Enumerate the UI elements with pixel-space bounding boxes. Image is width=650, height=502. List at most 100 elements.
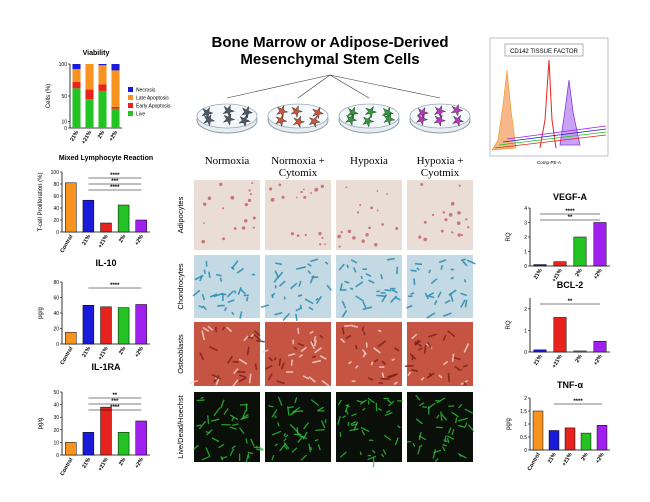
texture xyxy=(231,445,236,450)
micrograph xyxy=(194,255,260,318)
texture xyxy=(297,435,304,443)
texture xyxy=(422,406,427,408)
bar-segment xyxy=(111,106,120,109)
texture xyxy=(363,331,366,336)
texture xyxy=(227,299,235,304)
texture xyxy=(361,430,366,436)
texture xyxy=(201,293,206,301)
texture xyxy=(220,399,225,409)
significance: **** xyxy=(110,283,120,289)
texture xyxy=(456,221,461,225)
y-tick-label: 1 xyxy=(524,250,527,256)
x-tick-label: 2% xyxy=(575,268,584,278)
micrograph xyxy=(265,392,331,462)
texture xyxy=(287,353,296,357)
texture xyxy=(428,333,437,338)
texture xyxy=(223,306,228,312)
texture xyxy=(344,280,350,284)
texture xyxy=(307,270,312,275)
y-axis-label: T-cell Proliferation (%) xyxy=(38,172,44,231)
texture xyxy=(239,288,246,295)
texture xyxy=(367,397,375,404)
x-tick-label: 2% xyxy=(575,354,584,364)
texture xyxy=(294,397,298,404)
significance: **** xyxy=(110,185,120,191)
texture xyxy=(462,260,468,267)
texture xyxy=(432,449,437,459)
y-tick-label: 0 xyxy=(64,126,67,132)
texture xyxy=(434,458,439,462)
texture xyxy=(303,195,307,199)
texture xyxy=(404,364,414,368)
texture xyxy=(223,408,229,415)
bar-segment xyxy=(111,70,120,107)
x-tick-label: +21% xyxy=(81,130,93,145)
x-tick-label: +2% xyxy=(595,452,606,465)
texture xyxy=(391,358,395,362)
texture xyxy=(300,454,308,461)
texture xyxy=(381,294,388,303)
texture xyxy=(386,193,389,195)
texture xyxy=(324,419,327,424)
texture xyxy=(394,296,401,301)
cell-icon xyxy=(344,113,358,127)
texture xyxy=(315,297,319,301)
texture xyxy=(244,219,248,223)
texture xyxy=(290,359,294,366)
texture xyxy=(341,300,347,309)
bar xyxy=(117,204,130,233)
texture xyxy=(345,186,348,189)
texture xyxy=(388,400,395,407)
flow-trace xyxy=(502,128,607,143)
texture xyxy=(410,292,415,296)
texture xyxy=(205,428,213,436)
legend-swatch xyxy=(128,111,133,116)
texture xyxy=(208,271,211,278)
texture xyxy=(271,294,274,299)
texture xyxy=(207,325,214,331)
texture xyxy=(410,269,417,272)
texture xyxy=(414,340,422,346)
texture xyxy=(205,447,211,457)
texture xyxy=(226,355,234,364)
texture xyxy=(317,406,324,412)
row-label: Osteoblasts xyxy=(176,334,185,374)
texture xyxy=(260,304,270,309)
texture xyxy=(450,201,455,206)
texture xyxy=(198,305,204,309)
texture xyxy=(340,338,346,344)
texture xyxy=(428,372,432,377)
texture xyxy=(359,451,362,456)
bar xyxy=(82,432,95,456)
texture xyxy=(342,415,347,419)
texture xyxy=(202,326,210,333)
bar xyxy=(580,432,592,451)
texture xyxy=(256,448,264,451)
y-tick-label: 80 xyxy=(53,280,59,286)
connector xyxy=(329,74,370,99)
bar-segment xyxy=(72,64,81,70)
texture xyxy=(222,326,226,331)
texture xyxy=(370,361,374,366)
texture xyxy=(222,207,225,210)
texture xyxy=(252,226,255,229)
texture xyxy=(377,407,383,411)
texture xyxy=(274,270,280,278)
texture xyxy=(356,211,360,214)
texture xyxy=(232,379,239,387)
texture xyxy=(411,333,418,340)
bar xyxy=(548,430,560,451)
cell-icon xyxy=(290,104,304,118)
flow-xlabel: Comp-PE-A xyxy=(537,160,561,165)
bar-segment xyxy=(111,108,120,128)
texture xyxy=(213,407,221,416)
texture xyxy=(237,287,242,295)
texture xyxy=(353,421,359,431)
texture xyxy=(447,427,452,434)
texture xyxy=(233,368,239,375)
significance: **** xyxy=(565,209,575,215)
texture xyxy=(377,340,387,348)
cell-icon xyxy=(222,112,236,126)
texture xyxy=(238,377,247,383)
texture xyxy=(384,411,393,417)
